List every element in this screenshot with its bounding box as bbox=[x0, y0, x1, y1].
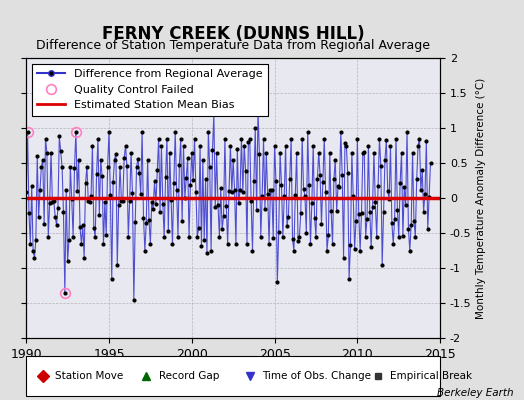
Legend: Difference from Regional Average, Quality Control Failed, Estimated Station Mean: Difference from Regional Average, Qualit… bbox=[32, 64, 268, 116]
Text: Record Gap: Record Gap bbox=[159, 371, 219, 381]
Text: Time of Obs. Change: Time of Obs. Change bbox=[262, 371, 371, 381]
Text: Station Move: Station Move bbox=[55, 371, 124, 381]
Text: Difference of Station Temperature Data from Regional Average: Difference of Station Temperature Data f… bbox=[36, 39, 430, 52]
Title: FERNY CREEK (DUNNS HILL): FERNY CREEK (DUNNS HILL) bbox=[102, 24, 365, 42]
Text: Berkeley Earth: Berkeley Earth bbox=[437, 388, 514, 398]
Y-axis label: Monthly Temperature Anomaly Difference (°C): Monthly Temperature Anomaly Difference (… bbox=[476, 77, 486, 319]
Text: Empirical Break: Empirical Break bbox=[390, 371, 473, 381]
FancyBboxPatch shape bbox=[26, 356, 440, 396]
